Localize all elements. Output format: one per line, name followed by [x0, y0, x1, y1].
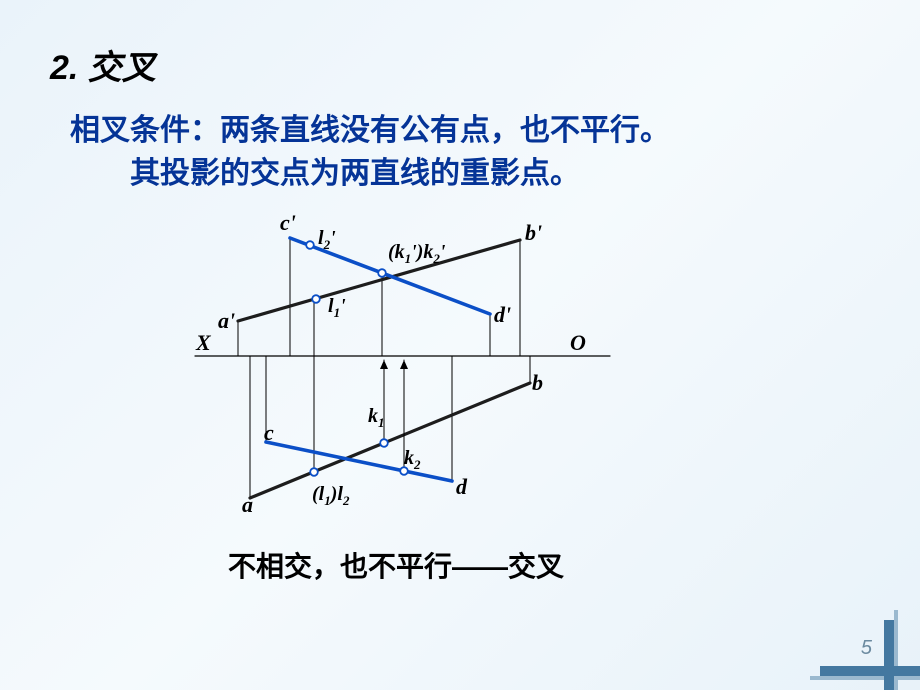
- svg-text:d: d: [456, 474, 468, 499]
- svg-text:d': d': [494, 302, 511, 327]
- svg-text:a': a': [218, 308, 235, 333]
- svg-text:O: O: [570, 330, 586, 355]
- corner-decoration: [884, 620, 894, 690]
- svg-text:a: a: [242, 492, 253, 517]
- svg-text:b: b: [532, 370, 543, 395]
- condition-line-1: 相叉条件：两条直线没有公有点，也不平行。: [70, 105, 670, 149]
- svg-text:(l1)l2: (l1)l2: [312, 483, 350, 508]
- svg-text:c: c: [264, 420, 274, 445]
- corner-decoration: [820, 666, 920, 676]
- section-title: 2. 交叉: [50, 40, 156, 89]
- slide: 2. 交叉 相叉条件：两条直线没有公有点，也不平行。 其投影的交点为两直线的重影…: [0, 0, 920, 690]
- corner-decoration: [894, 610, 898, 690]
- svg-text:k2: k2: [404, 447, 421, 472]
- svg-text:k1: k1: [368, 405, 385, 430]
- svg-text:X: X: [195, 330, 212, 355]
- projection-diagram: X Oa' b' c' d' l2' l1' (k1')k2' a b c d k1 k2 (l1)l2: [190, 200, 620, 540]
- corner-decoration: [810, 676, 920, 680]
- svg-text:b': b': [525, 220, 542, 245]
- conclusion-text: 不相交，也不平行——交叉: [228, 545, 564, 585]
- svg-text:(k1')k2': (k1')k2': [388, 241, 446, 266]
- page-number: 5: [861, 637, 872, 660]
- condition-line-2: 其投影的交点为两直线的重影点。: [130, 148, 580, 192]
- svg-text:l1': l1': [328, 295, 346, 320]
- svg-text:c': c': [280, 210, 296, 235]
- svg-text:l2': l2': [318, 227, 336, 252]
